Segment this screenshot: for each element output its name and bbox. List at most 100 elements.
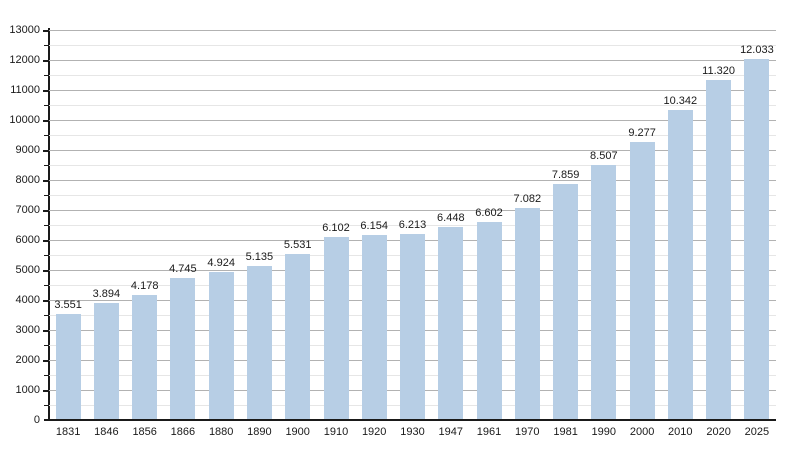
gridline-minor: [49, 75, 776, 76]
y-axis-label: 0: [33, 414, 40, 426]
bar: [553, 184, 579, 419]
x-axis-label: 1866: [170, 426, 196, 438]
bar: [246, 265, 272, 419]
y-tick: [43, 90, 49, 92]
bar-value-label: 8.507: [590, 149, 618, 162]
y-axis-label: 3000: [15, 324, 40, 336]
bar-value-label: 12.033: [740, 44, 774, 56]
x-axis-label: 2000: [629, 426, 655, 438]
y-axis-label: 6000: [15, 234, 40, 246]
gridline-minor: [49, 45, 776, 46]
gridline-minor: [49, 105, 776, 106]
bar-value-label: 7.082: [513, 192, 542, 205]
bar-value-label: 6.448: [437, 211, 465, 224]
y-tick: [43, 390, 49, 392]
bar-value-label: 4.924: [207, 257, 235, 270]
y-tick: [43, 150, 49, 152]
x-axis-label: 1920: [361, 426, 387, 438]
y-axis-label: 4000: [15, 294, 40, 306]
bar: [591, 164, 617, 419]
y-tick: [44, 285, 49, 286]
x-axis-label: 1961: [476, 426, 502, 438]
gridline-minor: [49, 195, 776, 196]
bar: [438, 226, 464, 419]
y-axis-line: [48, 28, 50, 421]
bar-value-label: 6.602: [475, 206, 503, 219]
x-axis-label: 2020: [706, 426, 731, 438]
bar: [170, 277, 196, 419]
x-axis-label: 2010: [668, 426, 693, 438]
bar: [361, 235, 387, 419]
bar: [629, 141, 655, 419]
y-tick: [44, 135, 49, 136]
gridline-minor: [49, 165, 776, 166]
gridline-major: [49, 120, 776, 121]
x-axis-line: [44, 419, 776, 421]
x-axis-label: 1981: [553, 426, 578, 438]
x-axis-label: 1831: [55, 426, 81, 438]
y-tick: [44, 45, 49, 46]
y-tick: [44, 375, 49, 376]
y-axis-label: 12000: [9, 54, 40, 66]
bar-value-label: 3.551: [54, 298, 82, 311]
x-axis-label: 1890: [247, 426, 272, 438]
bar-value-label: 4.178: [130, 279, 159, 292]
x-axis-label: 1970: [515, 426, 540, 438]
y-tick: [43, 180, 49, 182]
y-tick: [43, 60, 49, 62]
y-tick: [43, 300, 49, 302]
bar: [744, 59, 770, 419]
y-tick: [44, 225, 49, 226]
bar-value-label: 3.894: [92, 288, 121, 301]
bar: [285, 254, 311, 419]
y-axis-label: 1000: [15, 384, 40, 396]
x-axis-label: 1856: [132, 426, 157, 438]
x-axis-label: 1990: [591, 426, 617, 438]
y-tick: [44, 345, 49, 346]
gridline-minor: [49, 135, 776, 136]
gridline-major: [49, 90, 776, 91]
y-axis-label: 13000: [9, 24, 40, 36]
bar-value-label: 5.531: [283, 239, 312, 252]
y-tick: [43, 240, 49, 242]
bar: [93, 303, 119, 419]
y-axis-label: 9000: [15, 144, 40, 156]
bar-value-label: 11.320: [702, 65, 735, 78]
bar-value-label: 6.213: [398, 218, 427, 231]
gridline-minor: [49, 225, 776, 226]
bar-value-label: 6.102: [322, 221, 350, 234]
gridline-major: [49, 210, 776, 211]
gridline-major: [49, 60, 776, 61]
y-tick: [44, 195, 49, 196]
bar: [132, 294, 158, 419]
y-tick: [43, 210, 49, 212]
y-axis-label: 5000: [15, 264, 40, 276]
bar: [667, 109, 693, 419]
y-axis-label: 7000: [15, 204, 40, 216]
y-tick: [44, 405, 49, 406]
bar-value-label: 4.745: [169, 262, 197, 275]
y-axis-label: 11000: [10, 84, 40, 96]
bar-value-label: 7.859: [551, 169, 580, 182]
y-tick: [43, 120, 49, 122]
x-axis-label: 1880: [208, 426, 234, 438]
x-axis-label: 1947: [438, 426, 464, 438]
bar: [400, 233, 425, 419]
bar: [323, 236, 349, 419]
gridline-major: [49, 150, 776, 151]
y-tick: [43, 270, 49, 272]
y-tick: [44, 255, 49, 256]
y-tick: [44, 315, 49, 316]
gridline-major: [49, 30, 776, 31]
bar-value-label: 10.342: [663, 94, 698, 107]
y-tick: [43, 330, 49, 332]
bar: [706, 80, 732, 419]
bar: [476, 221, 502, 419]
bar-value-label: 5.135: [245, 250, 274, 263]
bar: [55, 313, 81, 419]
y-tick: [43, 360, 49, 362]
y-axis-label: 10000: [9, 114, 40, 126]
y-tick: [43, 30, 49, 32]
bar: [208, 272, 234, 419]
x-axis-label: 1910: [323, 426, 349, 438]
